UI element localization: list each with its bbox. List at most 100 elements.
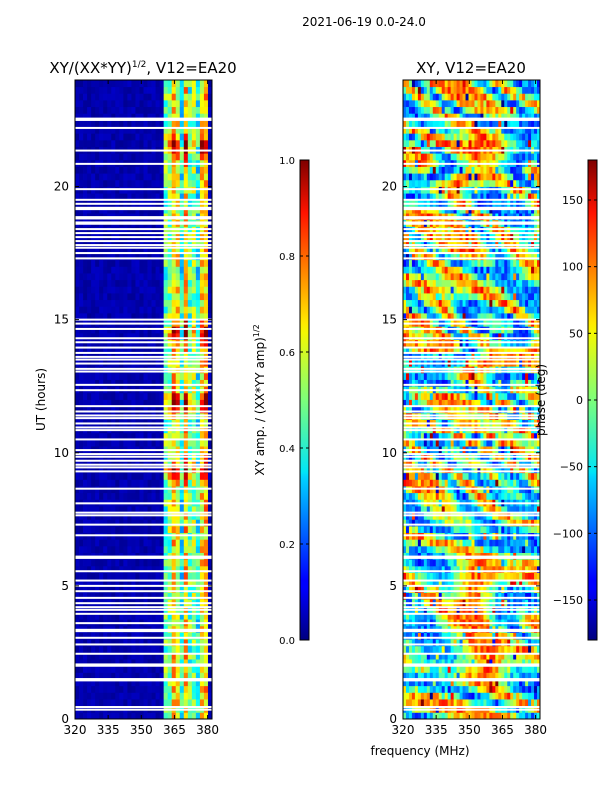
phase-cell (489, 692, 493, 700)
amplitude-cell (139, 399, 144, 407)
amplitude-cell (151, 645, 156, 653)
phase-cell (486, 685, 490, 693)
phase-cell (408, 519, 413, 527)
phase-cell (405, 712, 410, 720)
flagged-row (75, 337, 212, 340)
amplitude-cell (103, 579, 108, 587)
phase-cell (501, 579, 505, 587)
amplitude-cell (87, 179, 92, 187)
phase-cell (405, 632, 410, 640)
phase-cell (474, 659, 478, 667)
amplitude-cell (167, 672, 173, 680)
amplitude-cell (147, 93, 152, 101)
amplitude-cell (135, 492, 140, 500)
amplitude-cell (119, 672, 124, 680)
phase-cell (429, 565, 434, 573)
amplitude-cell (115, 346, 120, 354)
phase-cell (531, 612, 535, 620)
phase-cell (489, 612, 493, 620)
phase-cell (480, 612, 484, 620)
amplitude-cell (75, 406, 80, 414)
amplitude-cell (203, 126, 209, 134)
amplitude-cell (199, 293, 205, 301)
amplitude-cell (75, 99, 80, 108)
phase-cell (426, 559, 431, 567)
phase-cell (408, 579, 413, 587)
phase-cell (513, 579, 517, 587)
phase-cell (513, 492, 517, 500)
phase-cell (429, 659, 434, 667)
amplitude-cell (207, 585, 213, 593)
amplitude-cell (183, 113, 189, 121)
amplitude-cell (111, 106, 116, 114)
amplitude-cell (91, 672, 96, 680)
phase-cell (495, 572, 499, 580)
amplitude-cell (187, 173, 193, 181)
phase-cell (414, 565, 419, 573)
amplitude-cell (199, 253, 205, 261)
amplitude-cell (139, 506, 144, 514)
amplitude-cell (83, 166, 88, 174)
amplitude-cell (203, 332, 209, 340)
phase-cell (403, 679, 407, 687)
amplitude-cell (187, 126, 193, 134)
phase-cell (486, 632, 490, 640)
amplitude-cell (99, 679, 104, 687)
phase-cell (489, 652, 493, 660)
phase-cell (465, 645, 469, 653)
phase-cell (510, 685, 514, 693)
amplitude-cell (115, 113, 120, 121)
flagged-row (75, 318, 212, 321)
amplitude-cell (151, 193, 156, 201)
amplitude-cell (103, 466, 108, 474)
amplitude-cell (95, 585, 100, 593)
phase-cell (525, 659, 529, 667)
phase-cell (405, 539, 410, 547)
amplitude-cell (163, 399, 169, 407)
amplitude-cell (179, 525, 185, 534)
amplitude-cell (179, 306, 185, 314)
amplitude-cell (115, 299, 120, 307)
amplitude-cell (123, 259, 128, 267)
amplitude-cell (151, 126, 156, 134)
phase-cell (537, 665, 541, 673)
amplitude-cell (203, 585, 209, 593)
phase-cell (474, 559, 478, 567)
amplitude-cell (207, 179, 213, 187)
amplitude-cell (111, 639, 116, 647)
amplitude-cell (91, 492, 96, 500)
amplitude-cell (147, 659, 152, 667)
amplitude-cell (127, 86, 132, 94)
amplitude-cell (155, 585, 161, 593)
phase-cell (447, 659, 452, 667)
amplitude-cell (131, 173, 136, 181)
amplitude-cell (179, 712, 185, 720)
amplitude-cell (83, 592, 88, 600)
phase-cell (453, 692, 458, 700)
amplitude-cell (159, 685, 165, 693)
phase-cell (456, 612, 460, 620)
phase-cell (453, 679, 458, 687)
amplitude-cell (119, 86, 124, 94)
amplitude-cell (79, 253, 84, 261)
amplitude-cell (83, 346, 88, 354)
phase-cell (456, 545, 460, 553)
phase-cell (423, 559, 428, 567)
amplitude-cell (75, 286, 80, 294)
phase-cell (498, 525, 502, 534)
phase-cell (498, 559, 502, 567)
phase-cell (414, 579, 419, 587)
amplitude-cell (143, 286, 148, 294)
amplitude-cell (103, 525, 108, 534)
amplitude-cell (75, 279, 80, 287)
phase-cell (495, 665, 499, 673)
amplitude-cell (139, 539, 144, 547)
amplitude-cell (187, 332, 193, 340)
amplitude-cell (163, 80, 169, 88)
amplitude-cell (111, 166, 116, 174)
amplitude-cell (135, 572, 140, 580)
amplitude-cell (127, 525, 132, 534)
amplitude-cell (199, 266, 205, 274)
phase-cell (417, 579, 422, 587)
phase-cell (531, 685, 535, 693)
